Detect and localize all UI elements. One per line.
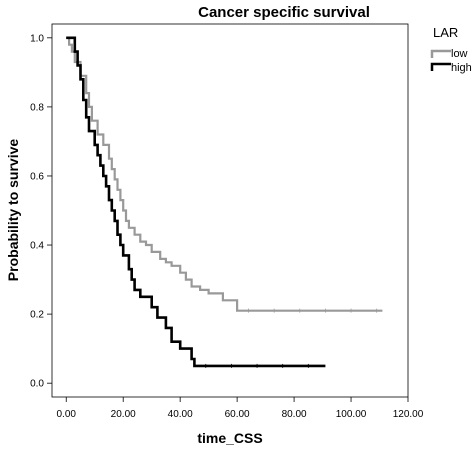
y-tick-label: 0.0 (30, 379, 44, 390)
series-line-high (66, 36, 326, 368)
y-tick-label: 0.6 (30, 171, 44, 182)
x-axis-label: time_CSS (197, 430, 262, 446)
legend: LAR low high (430, 25, 472, 74)
x-tick-label: 100.00 (336, 409, 367, 420)
y-axis: 0.0 0.2 0.4 0.6 0.8 1.0 (30, 33, 52, 390)
legend-label-high: high (451, 62, 472, 74)
y-axis-label: Probability to survive (5, 139, 21, 282)
y-tick-label: 0.8 (30, 102, 44, 113)
y-tick-label: 0.4 (30, 241, 44, 252)
legend-swatch-high (430, 62, 451, 71)
legend-label-low: low (451, 48, 468, 60)
y-tick-label: 0.2 (30, 310, 44, 321)
x-tick-label: 60.00 (225, 409, 250, 420)
chart-title: Cancer specific survival (198, 4, 370, 21)
series-line-low (66, 36, 383, 312)
x-axis: 0.00 20.00 40.00 60.00 80.00 100.00 120.00 (57, 397, 424, 420)
legend-title: LAR (433, 25, 458, 40)
plot-area (51, 23, 409, 398)
x-tick-label: 0.00 (57, 409, 77, 420)
x-tick-label: 40.00 (168, 409, 193, 420)
series-layer (66, 36, 383, 368)
x-tick-label: 20.00 (111, 409, 136, 420)
x-tick-label: 120.00 (393, 409, 424, 420)
y-tick-label: 1.0 (30, 33, 44, 44)
x-tick-label: 80.00 (282, 409, 307, 420)
legend-swatch-low (430, 49, 451, 58)
